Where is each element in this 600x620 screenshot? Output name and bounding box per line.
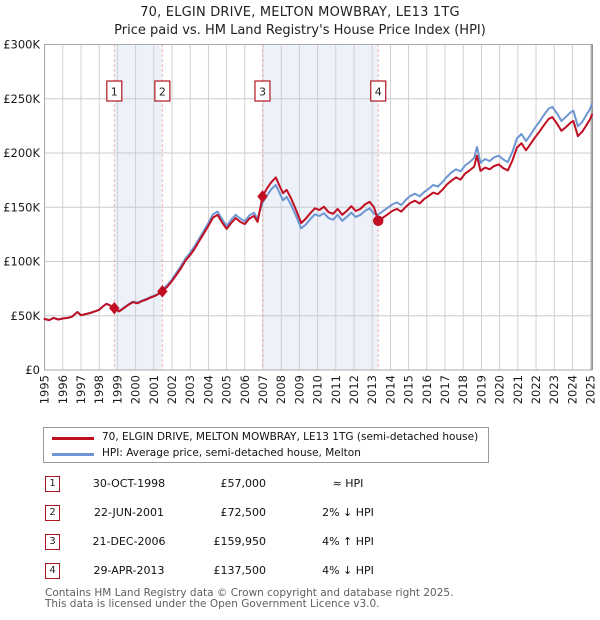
licence-line: This data is licensed under the Open Gov… xyxy=(45,598,380,610)
x-tick-label: 2018 xyxy=(456,375,470,404)
x-tick-label: 2025 xyxy=(584,375,598,404)
x-tick-label: 2008 xyxy=(274,375,288,404)
hpi-line-swatch xyxy=(52,453,94,456)
x-tick-label: 2023 xyxy=(547,375,561,404)
x-tick-label: 2011 xyxy=(329,375,343,404)
sale-vs-hpi: ≈ HPI xyxy=(332,477,364,490)
x-tick-label: 2010 xyxy=(311,375,325,404)
property-line xyxy=(43,113,594,322)
copyright-line: Contains HM Land Registry data © Crown c… xyxy=(45,587,454,599)
sale-number-badge: 2 xyxy=(45,505,60,521)
sale-price: £57,000 xyxy=(220,477,267,490)
x-tick-label: 2014 xyxy=(383,375,397,404)
x-tick-label: 2007 xyxy=(256,375,270,404)
legend-item-property: 70, ELGIN DRIVE, MELTON MOWBRAY, LE13 1T… xyxy=(44,430,488,446)
y-tick-label: £300K xyxy=(3,38,40,52)
sale-date: 29-APR-2013 xyxy=(93,564,165,577)
property-line-swatch xyxy=(52,437,94,440)
sale-marker xyxy=(109,301,120,315)
x-tick-label: 2004 xyxy=(201,375,215,404)
sale-number-badge: 3 xyxy=(45,534,60,550)
sale-number-badge: 4 xyxy=(45,563,60,579)
x-tick-label: 2002 xyxy=(165,375,179,404)
x-tick-label: 2021 xyxy=(511,375,525,404)
sale-vs-hpi: 4% ↑ HPI xyxy=(322,535,374,548)
sale-price: £72,500 xyxy=(220,506,267,519)
page-subtitle: Price paid vs. HM Land Registry's House … xyxy=(114,23,486,38)
x-tick-label: 2020 xyxy=(493,375,507,404)
x-tick-label: 2022 xyxy=(529,375,543,404)
sale-vs-hpi: 4% ↓ HPI xyxy=(322,564,374,577)
sale-date: 30-OCT-1998 xyxy=(92,477,166,490)
sale-vs-hpi: 2% ↓ HPI xyxy=(322,506,374,519)
x-tick-label: 2009 xyxy=(292,375,306,404)
sale-event-number: 3 xyxy=(259,86,266,99)
x-tick-label: 1995 xyxy=(38,375,52,404)
x-tick-label: 2019 xyxy=(474,375,488,404)
x-tick-label: 2012 xyxy=(347,375,361,404)
x-tick-label: 1997 xyxy=(74,375,88,404)
y-tick-label: £0 xyxy=(25,363,40,377)
sale-date: 21-DEC-2006 xyxy=(92,535,166,548)
legend-label-hpi: HPI: Average price, semi-detached house,… xyxy=(102,447,361,459)
y-tick-label: £50K xyxy=(11,309,41,323)
sale-marker xyxy=(373,215,384,227)
sale-number-badge: 1 xyxy=(45,476,60,492)
sale-marker xyxy=(257,190,268,203)
sale-row-3: 3 21-DEC-2006 £159,950 4% ↑ HPI xyxy=(0,534,600,550)
sale-row-4: 4 29-APR-2013 £137,500 4% ↓ HPI xyxy=(0,563,600,579)
y-tick-label: £150K xyxy=(3,200,40,214)
sale-event-box xyxy=(154,80,171,102)
y-tick-label: £100K xyxy=(3,255,40,269)
chart-legend: 70, ELGIN DRIVE, MELTON MOWBRAY, LE13 1T… xyxy=(43,427,489,463)
legend-label-property: 70, ELGIN DRIVE, MELTON MOWBRAY, LE13 1T… xyxy=(102,431,479,443)
x-tick-label: 2016 xyxy=(420,375,434,404)
price-chart: 1 2 3 4 £0 £50K £100K £150K £200K £250K £300K 1995 1… xyxy=(3,38,598,405)
sale-row-2: 2 22-JUN-2001 £72,500 2% ↓ HPI xyxy=(0,505,600,521)
x-tick-label: 1999 xyxy=(110,375,124,404)
x-tick-label: 2000 xyxy=(129,375,143,404)
sale-event-number: 2 xyxy=(159,86,166,99)
x-tick-label: 2024 xyxy=(565,375,579,404)
sale-event-number: 1 xyxy=(111,86,118,99)
sale-event-box xyxy=(254,80,271,102)
x-tick-label: 2005 xyxy=(220,375,234,404)
sale-row-1: 1 30-OCT-1998 £57,000 ≈ HPI xyxy=(0,476,600,492)
sale-price: £159,950 xyxy=(213,535,267,548)
x-tick-label: 2001 xyxy=(147,375,161,404)
x-tick-label: 2017 xyxy=(438,375,452,404)
y-tick-label: £200K xyxy=(3,146,40,160)
page-title: 70, ELGIN DRIVE, MELTON MOWBRAY, LE13 1T… xyxy=(140,5,460,20)
sale-date: 22-JUN-2001 xyxy=(93,506,165,519)
x-tick-label: 1998 xyxy=(92,375,106,404)
sale-event-box xyxy=(370,80,387,102)
y-tick-label: £250K xyxy=(3,92,40,106)
legend-item-hpi: HPI: Average price, semi-detached house,… xyxy=(44,446,488,462)
x-tick-label: 2003 xyxy=(183,375,197,404)
sale-event-number: 4 xyxy=(375,86,382,99)
x-tick-label: 2013 xyxy=(365,375,379,404)
sale-marker xyxy=(157,285,168,298)
x-tick-label: 1996 xyxy=(56,375,70,404)
x-tick-label: 2015 xyxy=(402,375,416,404)
x-tick-label: 2006 xyxy=(238,375,252,404)
sale-price: £137,500 xyxy=(213,564,267,577)
sale-event-box xyxy=(106,80,123,102)
